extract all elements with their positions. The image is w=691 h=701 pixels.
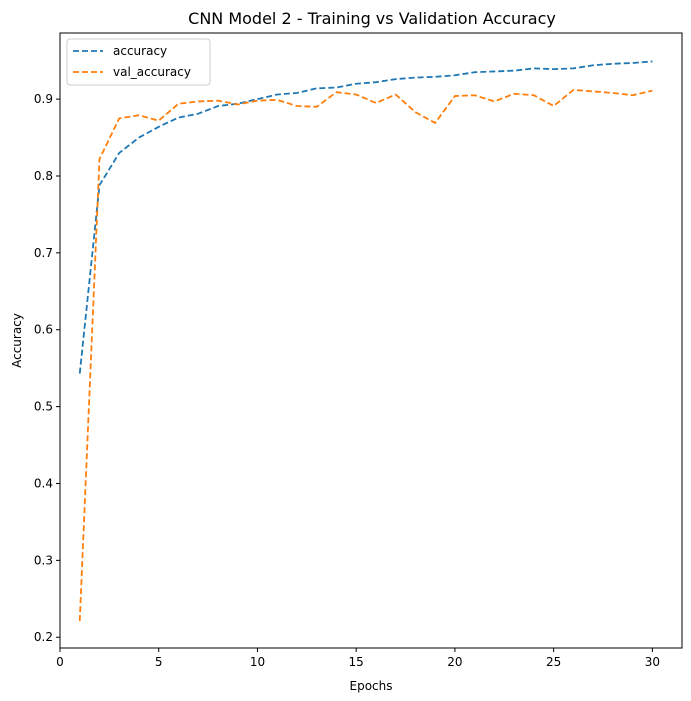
y-tick-label: 0.8	[34, 169, 53, 183]
x-tick-label: 15	[349, 655, 364, 669]
series-line-accuracy	[78, 60, 653, 374]
y-tick-label: 0.9	[34, 92, 53, 106]
plot-area	[59, 32, 683, 649]
y-tick-label: 0.5	[34, 400, 53, 414]
chart-title: CNN Model 2 - Training vs Validation Acc…	[188, 9, 556, 28]
y-tick-label: 0.7	[34, 246, 53, 260]
series-layer	[78, 60, 653, 622]
x-tick-label: 25	[546, 655, 561, 669]
x-tick-label: 30	[645, 655, 660, 669]
x-tick-label: 5	[155, 655, 163, 669]
legend-label-accuracy: accuracy	[113, 44, 167, 58]
y-axis-label: Accuracy	[10, 313, 24, 368]
y-tick-label: 0.3	[34, 553, 53, 567]
x-tick-label: 20	[447, 655, 462, 669]
x-axis-label: Epochs	[350, 679, 393, 693]
series-line-val-accuracy	[78, 88, 653, 622]
legend-label-val-accuracy: val_accuracy	[113, 65, 191, 79]
x-axis: 0 5 10 15 20 25 30	[56, 648, 660, 669]
y-tick-label: 0.2	[34, 630, 53, 644]
x-tick-label: 10	[250, 655, 265, 669]
y-tick-label: 0.6	[34, 323, 53, 337]
y-tick-label: 0.4	[34, 476, 53, 490]
y-axis: 0.2 0.3 0.4 0.5 0.6 0.7 0.8 0.9	[34, 92, 60, 644]
legend: accuracy val_accuracy	[66, 38, 211, 86]
x-tick-label: 0	[56, 655, 64, 669]
